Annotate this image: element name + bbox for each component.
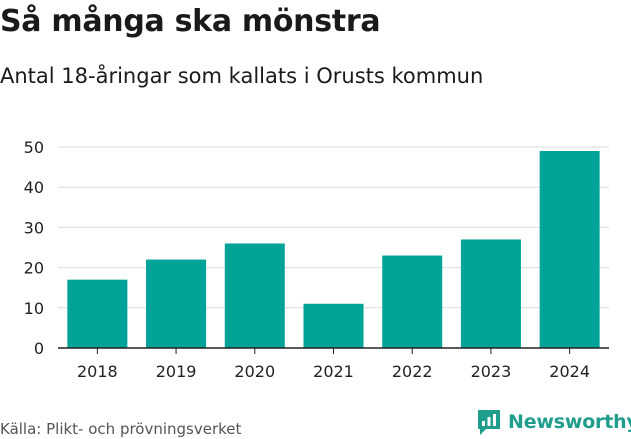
bar-2020	[224, 243, 285, 348]
newsworthy-logo-icon	[478, 410, 500, 435]
brand-logo[interactable]: Newsworthy	[476, 408, 631, 436]
x-tick-label: 2021	[313, 362, 354, 381]
x-tick-label: 2018	[77, 362, 118, 381]
y-tick-label: 40	[24, 178, 44, 197]
y-tick-label: 30	[24, 218, 44, 237]
chart-title: Så många ska mönstra	[0, 4, 381, 39]
bar-2019	[146, 259, 207, 348]
bar-2022	[382, 255, 443, 348]
x-tick-label: 2019	[156, 362, 197, 381]
x-tick-label: 2023	[471, 362, 512, 381]
chart-subtitle: Antal 18-åringar som kallats i Orusts ko…	[0, 64, 484, 88]
y-tick-label: 20	[24, 259, 44, 278]
bar-2024	[539, 151, 600, 348]
bar-2018	[67, 279, 128, 348]
y-tick-label: 50	[24, 138, 44, 157]
brand-name: Newsworthy	[508, 411, 631, 433]
bar-2021	[303, 303, 364, 348]
y-tick-label: 0	[34, 339, 44, 358]
x-tick-label: 2020	[234, 362, 275, 381]
x-tick-label: 2022	[392, 362, 433, 381]
y-tick-label: 10	[24, 299, 44, 318]
bar-2023	[460, 239, 521, 348]
x-tick-label: 2024	[549, 362, 590, 381]
source-note: Källa: Plikt- och prövningsverket	[0, 420, 242, 438]
bar-chart: 0 10 20 30 40 50 2018 2019 2020 2021 2022 2023 2024	[24, 138, 609, 381]
